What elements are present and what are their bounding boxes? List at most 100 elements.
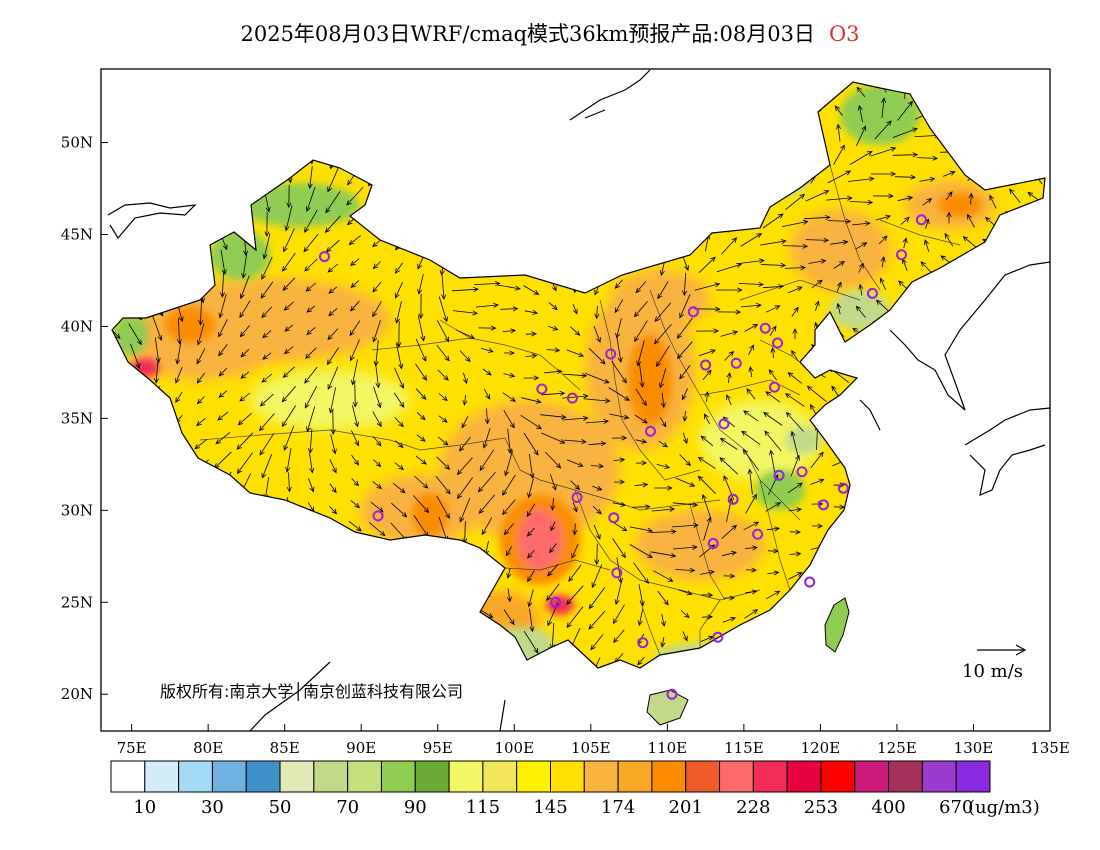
wind-arrow <box>788 507 803 513</box>
wind-arrow <box>415 363 428 381</box>
wind-arrow <box>634 414 648 424</box>
wind-arrow <box>611 360 627 384</box>
wind-arrow <box>836 302 842 315</box>
x-tick-label: 95E <box>423 739 453 757</box>
colorbar-swatch <box>211 760 247 793</box>
station-marker <box>611 567 623 579</box>
wind-arrow <box>481 517 493 536</box>
wind-arrow <box>304 386 318 409</box>
wind-arrow <box>394 462 405 471</box>
wind-arrow <box>636 340 645 367</box>
wind-arrow <box>762 284 784 290</box>
colorbar-swatch <box>752 760 788 793</box>
wind-reference: 10 m/s <box>962 644 1027 682</box>
wind-arrow <box>572 523 578 536</box>
wind-arrow <box>892 152 919 158</box>
station-marker <box>837 482 849 494</box>
wind-arrow <box>659 368 667 389</box>
wind-arrow <box>548 302 558 311</box>
wind-arrow <box>305 282 317 292</box>
wind-arrow <box>351 430 359 447</box>
wind-arrow <box>372 435 382 447</box>
wind-arrow <box>395 301 402 324</box>
wind-arrow <box>787 286 803 294</box>
wind-arrow <box>352 381 358 408</box>
wind-arrow <box>609 413 630 420</box>
colorbar-swatch <box>550 760 585 793</box>
wind-arrow <box>550 497 556 511</box>
station-marker <box>718 418 730 430</box>
wind-arrow <box>682 410 688 422</box>
wind-arrow <box>697 456 716 469</box>
wind-arrow <box>305 186 316 212</box>
wind-arrow <box>769 449 776 476</box>
copyright-text: 版权所有:南京大学│南京创蓝科技有限公司 <box>160 681 463 701</box>
colorbar-swatch <box>178 760 213 793</box>
wind-arrow <box>785 411 804 432</box>
wind-arrow <box>259 393 274 407</box>
wind-arrow <box>881 97 887 118</box>
wind-arrow <box>549 473 557 491</box>
wind-arrow <box>808 258 827 264</box>
colorbar-swatch <box>347 760 382 793</box>
wind-arrow <box>527 549 535 559</box>
colorbar-swatch <box>110 760 146 793</box>
wind-arrow <box>348 520 362 532</box>
wind-arrow <box>738 258 765 264</box>
wind-arrow <box>241 252 248 279</box>
wind-arrow <box>306 406 316 433</box>
wind-arrow <box>612 501 627 507</box>
wind-arrow <box>767 548 779 554</box>
wind-arrow <box>546 347 561 353</box>
wind-arrow <box>500 306 519 312</box>
wind-arrow <box>745 493 757 514</box>
wind-arrow <box>261 454 273 479</box>
wind-arrow <box>635 438 648 444</box>
wind-arrow <box>568 564 582 582</box>
station-marker <box>730 357 742 369</box>
wind-arrow <box>770 347 776 359</box>
station-marker <box>817 499 829 511</box>
wind-arrow <box>765 502 782 512</box>
wind-arrow <box>590 634 604 651</box>
wind-arrow <box>743 410 759 422</box>
wind-arrow <box>748 366 754 378</box>
wind-arrow <box>660 637 666 648</box>
wind-arrow <box>240 349 250 358</box>
wind-arrow <box>650 551 677 558</box>
wind-arrow <box>720 330 739 337</box>
wind-arrow <box>329 506 338 515</box>
wind-arrow <box>784 265 807 271</box>
map-title: 2025年08月03日WRF/cmaq模式36km预报产品:08月03日 O3 <box>0 18 1100 48</box>
wind-arrow <box>483 388 491 400</box>
wind-arrow <box>329 483 337 494</box>
wind-arrow <box>260 281 274 299</box>
wind-arrow <box>196 372 206 384</box>
wind-arrow <box>660 392 666 409</box>
station-marker <box>637 637 649 649</box>
wind-arrow <box>546 583 560 602</box>
station-marker <box>372 510 384 522</box>
wind-arrow <box>217 411 229 421</box>
wind-arrow <box>259 413 275 432</box>
wind-arrow <box>306 327 316 336</box>
wind-arrow <box>416 412 426 421</box>
wind-arrow <box>744 324 759 332</box>
wind-arrow <box>503 372 516 378</box>
wind-arrow <box>701 592 714 598</box>
wind-arrow <box>527 478 534 499</box>
wind-arrow <box>261 306 273 319</box>
wind-arrow <box>523 375 540 381</box>
station-marker <box>700 359 712 371</box>
wind-arrow <box>261 373 273 383</box>
wind-arrow <box>154 337 161 364</box>
wind-arrow <box>769 325 777 336</box>
wind-arrow <box>697 475 716 494</box>
wind-arrow <box>659 260 666 276</box>
wind-arrow <box>787 372 803 384</box>
wind-arrow <box>836 281 842 292</box>
wind-arrow <box>698 349 716 357</box>
wind-arrow <box>394 262 403 274</box>
station-marker <box>318 251 330 263</box>
wind-arrow <box>262 330 272 339</box>
